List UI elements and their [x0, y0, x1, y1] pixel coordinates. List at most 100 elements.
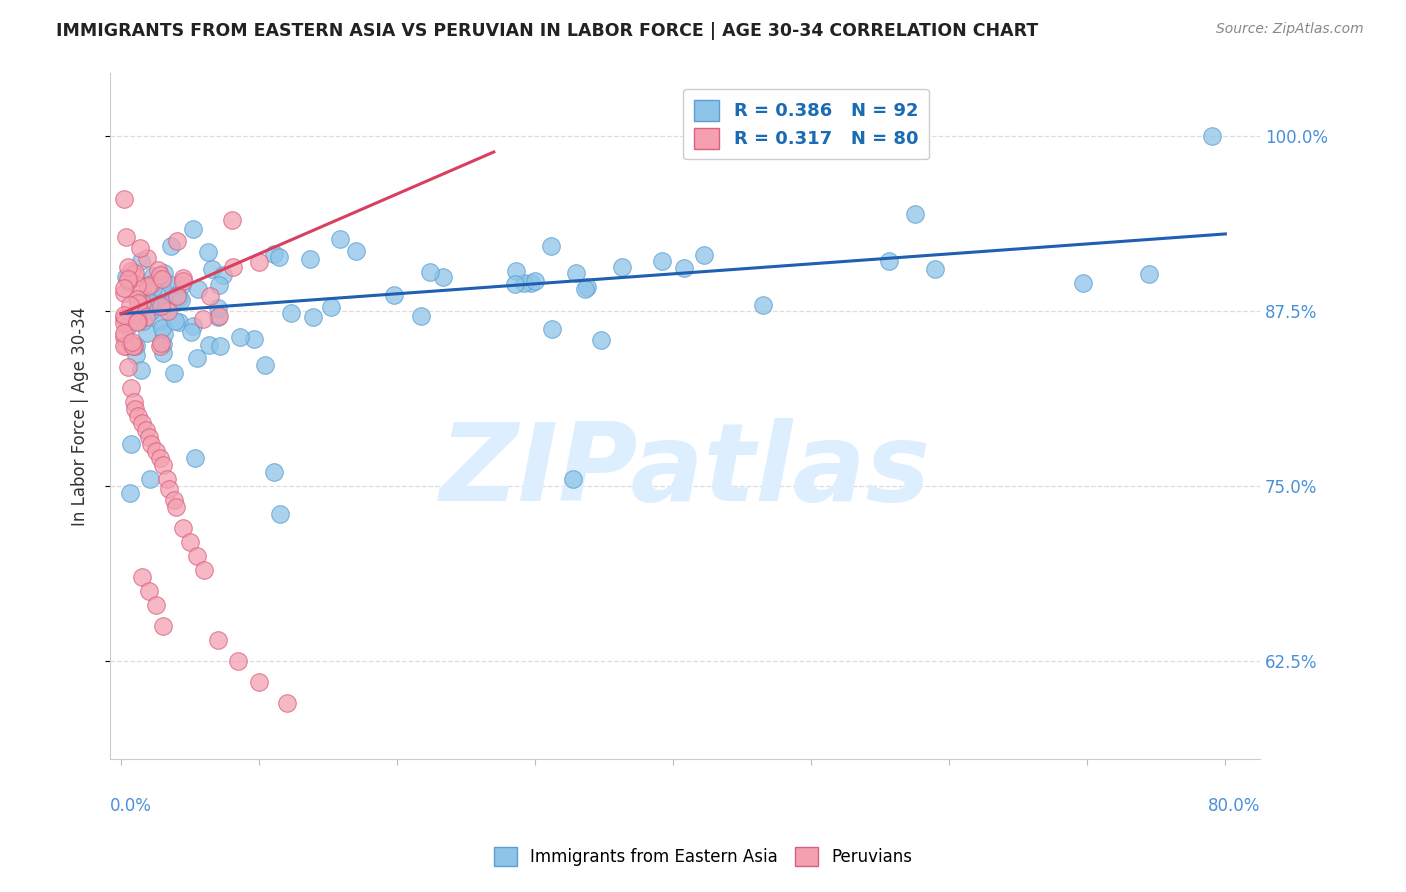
Point: [167, 315, 190, 329]
Point: [172, 274, 194, 288]
Point: [152, 346, 174, 360]
Point: [112, 308, 135, 322]
Point: [156, 472, 179, 486]
Point: [167, 291, 190, 305]
Point: [112, 193, 135, 207]
Point: [135, 310, 157, 324]
Point: [228, 654, 250, 668]
Point: [162, 288, 184, 302]
Point: [209, 339, 232, 353]
Point: [127, 278, 149, 293]
Point: [117, 260, 139, 274]
Point: [201, 262, 224, 277]
Point: [112, 317, 135, 331]
Point: [298, 252, 321, 266]
Point: [114, 270, 136, 285]
Point: [149, 339, 172, 353]
Point: [198, 289, 221, 303]
Point: [145, 598, 167, 612]
Point: [112, 281, 135, 295]
Point: [150, 272, 173, 286]
Point: [505, 263, 527, 277]
Point: [127, 314, 149, 328]
Legend: R = 0.386   N = 92, R = 0.317   N = 80: R = 0.386 N = 92, R = 0.317 N = 80: [683, 89, 929, 160]
Point: [120, 298, 142, 312]
Point: [181, 222, 204, 236]
Point: [540, 239, 562, 253]
Point: [124, 339, 146, 353]
Point: [120, 381, 142, 395]
Text: IMMIGRANTS FROM EASTERN ASIA VS PERUVIAN IN LABOR FORCE | AGE 30-34 CORRELATION : IMMIGRANTS FROM EASTERN ASIA VS PERUVIAN…: [56, 22, 1039, 40]
Point: [229, 330, 252, 344]
Point: [124, 266, 146, 280]
Point: [115, 339, 138, 353]
Point: [120, 264, 142, 278]
Point: [184, 450, 207, 465]
Point: [117, 274, 139, 288]
Point: [131, 570, 153, 584]
Point: [150, 281, 173, 295]
Point: [263, 465, 285, 479]
Point: [152, 273, 174, 287]
Point: [319, 300, 342, 314]
Point: [149, 335, 172, 350]
Point: [752, 298, 775, 312]
Point: [120, 437, 142, 451]
Point: [924, 261, 946, 276]
Point: [139, 303, 162, 318]
Point: [574, 282, 596, 296]
Point: [651, 254, 673, 268]
Point: [112, 326, 135, 341]
Point: [276, 696, 298, 710]
Point: [409, 310, 432, 324]
Point: [160, 278, 183, 293]
Point: [562, 472, 585, 486]
Point: [112, 330, 135, 344]
Point: [129, 241, 152, 255]
Point: [181, 319, 204, 334]
Point: [170, 277, 193, 292]
Point: [128, 301, 150, 316]
Point: [142, 281, 165, 295]
Point: [146, 263, 169, 277]
Point: [117, 359, 139, 374]
Point: [153, 266, 176, 280]
Point: [125, 339, 148, 353]
Point: [344, 244, 367, 258]
Point: [127, 409, 149, 423]
Point: [135, 326, 157, 341]
Point: [136, 278, 159, 293]
Point: [139, 277, 162, 291]
Text: Source: ZipAtlas.com: Source: ZipAtlas.com: [1216, 22, 1364, 37]
Point: [263, 247, 285, 261]
Point: [179, 534, 201, 549]
Point: [149, 299, 172, 313]
Point: [693, 248, 716, 262]
Point: [148, 299, 170, 313]
Point: [139, 472, 162, 486]
Point: [129, 278, 152, 293]
Point: [152, 337, 174, 351]
Point: [301, 310, 323, 325]
Point: [165, 500, 187, 514]
Point: [166, 235, 188, 249]
Point: [141, 437, 163, 451]
Point: [247, 255, 270, 269]
Point: [904, 207, 927, 221]
Point: [172, 521, 194, 535]
Point: [115, 230, 138, 244]
Point: [122, 395, 145, 409]
Point: [112, 339, 135, 353]
Point: [269, 507, 291, 521]
Point: [1201, 128, 1223, 143]
Point: [1071, 276, 1094, 290]
Point: [129, 363, 152, 377]
Point: [191, 311, 214, 326]
Point: [197, 338, 219, 352]
Point: [136, 252, 159, 266]
Text: 0.0%: 0.0%: [110, 797, 152, 814]
Point: [149, 450, 172, 465]
Point: [207, 310, 229, 324]
Point: [153, 298, 176, 312]
Point: [156, 304, 179, 318]
